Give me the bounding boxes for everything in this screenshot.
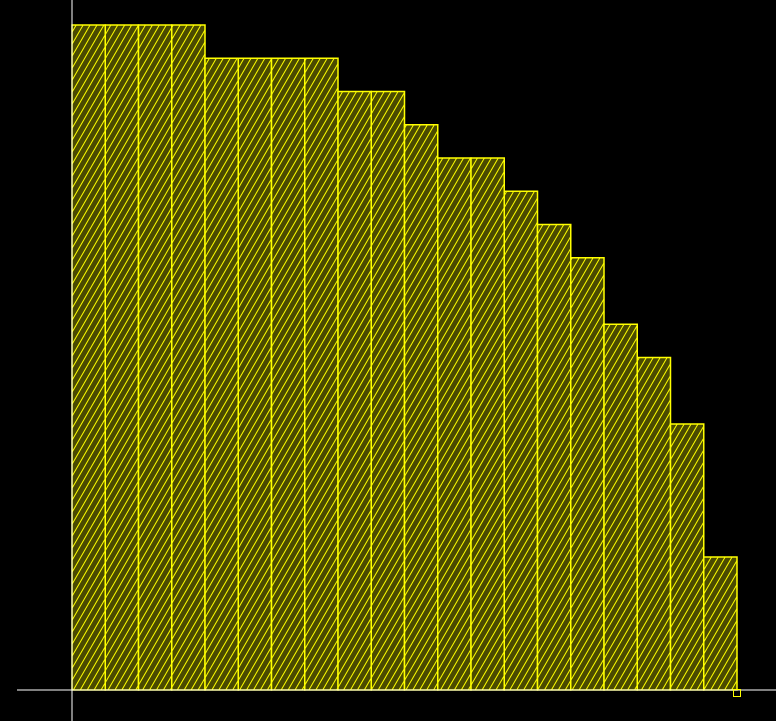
bar-16[interactable] xyxy=(570,257,605,691)
bar-12[interactable] xyxy=(437,157,472,691)
bar-18[interactable] xyxy=(636,356,672,691)
bar-9[interactable] xyxy=(337,90,372,691)
bar-4[interactable] xyxy=(171,24,206,691)
bar-14[interactable] xyxy=(503,190,539,691)
bars-group xyxy=(71,24,738,691)
bar-10[interactable] xyxy=(370,90,406,691)
bar-17[interactable] xyxy=(603,323,638,691)
bar-20[interactable] xyxy=(703,556,738,691)
bar-11[interactable] xyxy=(403,124,439,691)
bar-19[interactable] xyxy=(669,423,705,691)
bar-15[interactable] xyxy=(536,223,572,691)
bar-13[interactable] xyxy=(470,157,505,691)
endpoint-marker[interactable] xyxy=(733,689,741,697)
bar-2[interactable] xyxy=(104,24,140,691)
bar-6[interactable] xyxy=(237,57,273,691)
bar-7[interactable] xyxy=(270,57,306,691)
bar-8[interactable] xyxy=(304,57,339,691)
bar-3[interactable] xyxy=(137,24,173,691)
bar-5[interactable] xyxy=(204,57,239,691)
bar-1[interactable] xyxy=(71,24,106,691)
